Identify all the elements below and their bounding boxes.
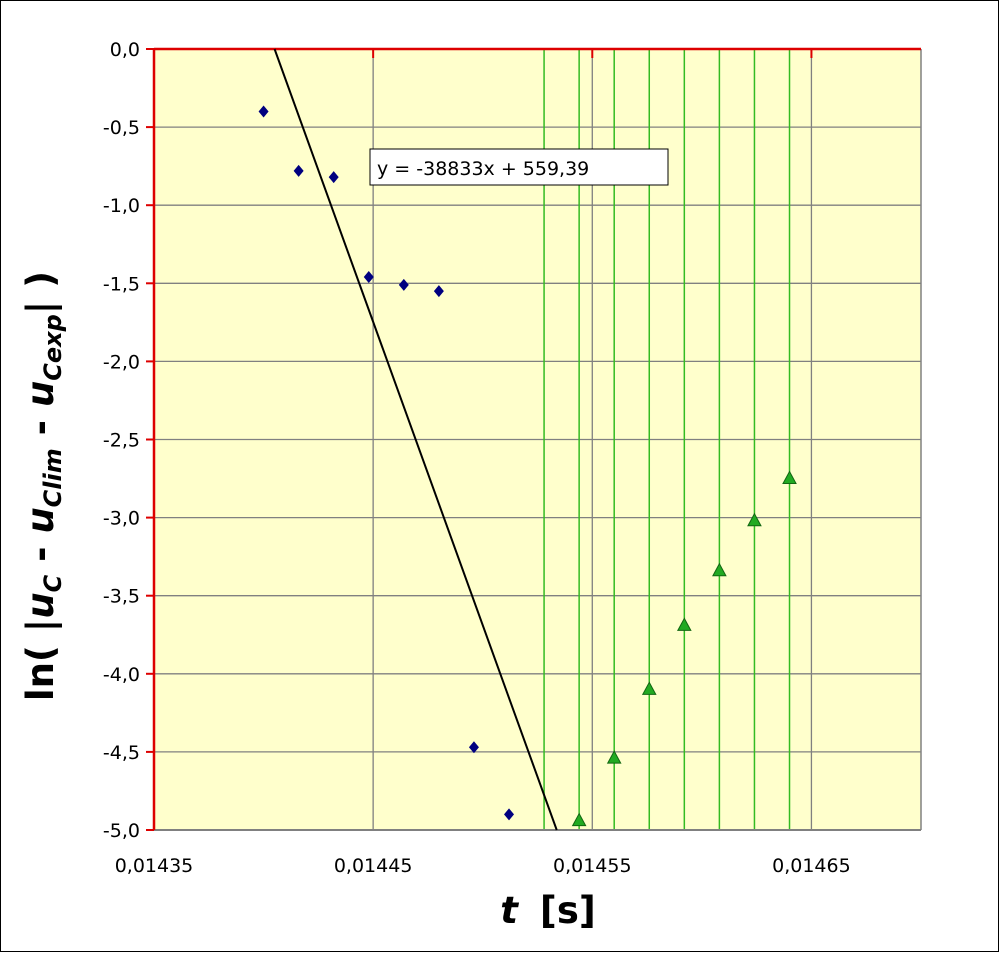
diamond-point — [363, 271, 374, 284]
trendline-equation-box: y = -38833x + 559,39 — [369, 148, 669, 186]
y-tick-label: -5,0 — [103, 820, 140, 842]
axes — [146, 47, 922, 831]
x-tick-label: 0,01465 — [772, 855, 851, 877]
trendline-equation: y = -38833x + 559,39 — [377, 158, 589, 180]
triangle-point — [606, 750, 622, 764]
y-tick-label: -1,0 — [103, 195, 140, 217]
diamond-point — [328, 171, 339, 184]
diamond-point — [504, 808, 515, 821]
data-points — [258, 105, 797, 827]
triangle-point — [571, 812, 587, 827]
y-tick-label: -4,5 — [103, 742, 140, 764]
x-tick-label: 0,01445 — [334, 855, 413, 877]
y-tick-label: -3,0 — [103, 508, 140, 530]
triangle-point — [782, 470, 797, 485]
x-tick-label: 0,01455 — [553, 855, 632, 877]
triangle-point — [676, 617, 692, 631]
y-axis-label: ln( |uC - uClim - uCexp| ) — [19, 271, 67, 701]
x-tick-label: 0,01435 — [115, 855, 194, 877]
y-tick-label: -2,0 — [103, 351, 140, 373]
y-tick-label: -4,0 — [103, 664, 140, 686]
trendline-line — [273, 48, 558, 831]
diamond-point — [258, 105, 269, 118]
trendline — [273, 48, 558, 831]
y-tick-label: 0,0 — [110, 39, 140, 61]
y-tick-label: -3,5 — [103, 586, 140, 608]
y-tick-label: -0,5 — [103, 117, 140, 139]
y-tick-label: -2,5 — [103, 430, 140, 452]
triangle-point — [641, 681, 657, 695]
diamond-point — [468, 741, 479, 754]
diamond-point — [398, 278, 409, 291]
x-axis-label: t [s] — [500, 889, 596, 932]
y-tick-label: -1,5 — [103, 273, 140, 295]
diamond-point — [293, 164, 304, 177]
triangle-point — [747, 512, 762, 527]
triangle-point — [712, 562, 727, 577]
diamond-point — [433, 285, 444, 298]
tick-labels: 0,0 -0,5 -1,0 -1,5 -2,0 -2,5 -3,0 -3,5 -4,0 -4,5 -… — [103, 39, 851, 877]
